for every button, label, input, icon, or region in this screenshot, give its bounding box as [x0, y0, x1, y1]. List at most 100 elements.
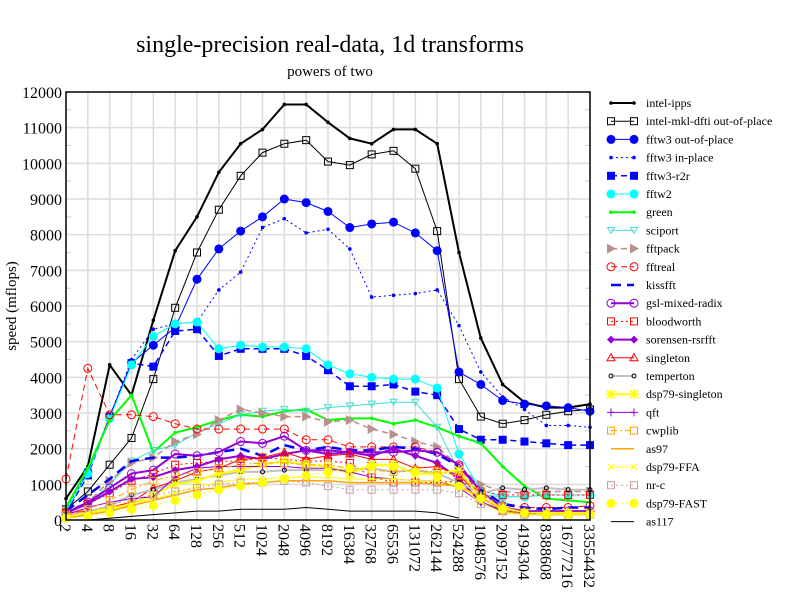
plot-frame — [65, 91, 591, 521]
point-fftw3-out-of-place-marker — [563, 403, 573, 413]
legend-dsp79-ffa-marker — [630, 463, 638, 471]
point-green-marker — [500, 464, 505, 469]
point-dsp79-ffa-marker — [411, 477, 419, 485]
point-fftw2-marker — [454, 449, 464, 459]
legend-label: gsl-mixed-radix — [646, 296, 723, 310]
point-cwplib-marker — [149, 476, 158, 485]
point-nr-c-marker — [127, 494, 136, 503]
point-intel-mkl-dfti-out-of-place-marker — [193, 248, 201, 257]
point-fftw3-out-of-place-marker — [214, 244, 224, 254]
point-intel-ipps-marker — [413, 127, 418, 132]
point-intel-ipps-marker — [369, 141, 374, 146]
point-intel-ipps-marker — [457, 250, 461, 255]
legend-label: nr-c — [646, 478, 665, 492]
point-fftreal-marker — [83, 363, 93, 373]
point-fftw3-r2r-marker — [411, 387, 420, 396]
legend-item-gsl-mixed-radix: gsl-mixed-radix — [606, 296, 723, 310]
legend-item-fftw3-r2r: fftw3-r2r — [607, 169, 690, 183]
point-fftw3-in-place-marker — [260, 225, 265, 230]
point-green-marker — [391, 421, 396, 426]
point-intel-mkl-dfti-out-of-place-marker — [433, 227, 442, 236]
y-tick-label: 5000 — [30, 335, 62, 352]
legend-cwplib-marker — [630, 426, 638, 435]
legend-item-as117: as117 — [611, 515, 674, 529]
point-fftw3-out-of-place-marker — [345, 223, 355, 233]
legend-fftw3-in-place-marker — [632, 155, 636, 160]
point-fftreal-marker — [258, 424, 267, 434]
point-fftpack-marker — [236, 404, 246, 415]
legend-fftpack-marker — [630, 243, 639, 254]
point-sciport-marker — [301, 407, 311, 416]
point-intel-mkl-dfti-out-of-place-marker — [411, 164, 420, 173]
point-intel-mkl-dfti-out-of-place-marker — [280, 139, 289, 148]
series-line-kissfft — [65, 443, 590, 513]
point-nr-c-marker — [324, 482, 332, 491]
legend-label: fftpack — [646, 242, 680, 256]
point-fftpack-marker — [214, 415, 224, 426]
legend-item-fftreal: fftreal — [606, 260, 676, 274]
point-fftw2-marker — [301, 344, 311, 354]
y-tick-label: 3000 — [30, 406, 62, 423]
point-fftw3-r2r-marker — [476, 435, 485, 444]
point-fftw3-out-of-place-marker — [410, 228, 420, 238]
legend-label: green — [646, 205, 673, 219]
x-ticks: 2 4 8 16 32 64 128 256 512 1024 2048 4096 8192 16384 3… — [56, 524, 597, 588]
point-sorensen-rsrfft-marker — [302, 446, 311, 455]
legend-sorensen-rsrfft-marker — [607, 335, 615, 344]
x-tick-label: 1024 — [253, 524, 270, 556]
point-fftw3-r2r-marker — [498, 435, 507, 444]
point-fftw2-marker — [410, 374, 420, 384]
point-cwplib-marker — [258, 458, 267, 467]
point-dsp79-fast-marker — [236, 481, 246, 491]
x-tick-label: 1048576 — [471, 524, 488, 580]
point-fftw2-marker — [432, 383, 442, 393]
x-tick-label: 2 — [56, 524, 73, 532]
point-fftpack-marker — [389, 429, 399, 440]
point-fftw3-r2r-marker — [433, 391, 442, 400]
y-tick-label: 9000 — [30, 192, 62, 209]
point-dsp79-fast-marker — [170, 495, 180, 505]
point-fftw3-in-place-marker — [435, 288, 439, 292]
legend-label: sciport — [646, 223, 679, 237]
series-group — [61, 102, 595, 523]
point-dsp79-fast-marker — [192, 490, 202, 500]
point-fftw2-marker — [367, 372, 377, 382]
point-intel-ipps-marker — [304, 102, 308, 107]
legend: intel-ipps intel-mkl-dfti out-of-place fft… — [606, 96, 772, 529]
legend-gsl-mixed-radix-marker — [606, 298, 616, 308]
legend-item-kissfft: kissfft — [611, 278, 676, 292]
point-dsp79-singleton-marker — [213, 468, 224, 479]
y-tick-label: 6000 — [30, 299, 62, 316]
point-nr-c-marker — [345, 485, 354, 494]
point-fftreal-marker — [323, 435, 333, 445]
point-fftpack-marker — [433, 441, 443, 452]
x-tick-label: 262144 — [427, 524, 444, 572]
point-intel-mkl-dfti-out-of-place-marker — [127, 433, 136, 442]
point-dsp79-fast-marker — [323, 467, 333, 477]
y-axis-label: speed (mflops) — [4, 261, 20, 351]
point-fftw3-r2r-marker — [367, 382, 376, 391]
legend-item-fftw3-in-place: fftw3 in-place — [609, 151, 713, 165]
point-intel-mkl-dfti-out-of-place-marker — [324, 157, 332, 166]
point-bloodworth-marker — [498, 491, 507, 500]
point-fftw3-r2r-marker — [214, 351, 223, 360]
point-fftw3-in-place-marker — [238, 270, 243, 274]
legend-label: as117 — [646, 515, 674, 529]
legend-intel-mkl-dfti-out-of-place-marker — [607, 117, 615, 126]
legend-item-bloodworth: bloodworth — [607, 314, 701, 328]
point-fftw3-r2r-marker — [149, 362, 158, 371]
point-fftw3-r2r-marker — [564, 441, 573, 450]
point-sorensen-rsrfft-marker — [214, 455, 223, 464]
x-tick-label: 4194304 — [515, 524, 532, 580]
legend-cwplib-marker — [607, 426, 615, 435]
point-fftw3-in-place-marker — [522, 407, 527, 412]
point-fftw3-out-of-place-marker — [192, 274, 202, 284]
point-intel-mkl-dfti-out-of-place-marker — [498, 419, 507, 428]
x-tick-label: 131072 — [405, 524, 422, 572]
point-green-marker — [479, 441, 483, 446]
point-nr-c-marker — [171, 487, 180, 496]
legend-item-intel-mkl-dfti-out-of-place: intel-mkl-dfti out-of-place — [607, 114, 772, 128]
legend-item-fftpack: fftpack — [607, 242, 680, 256]
legend-temperton-marker — [608, 373, 614, 379]
point-fftw3-in-place-marker — [217, 288, 221, 292]
